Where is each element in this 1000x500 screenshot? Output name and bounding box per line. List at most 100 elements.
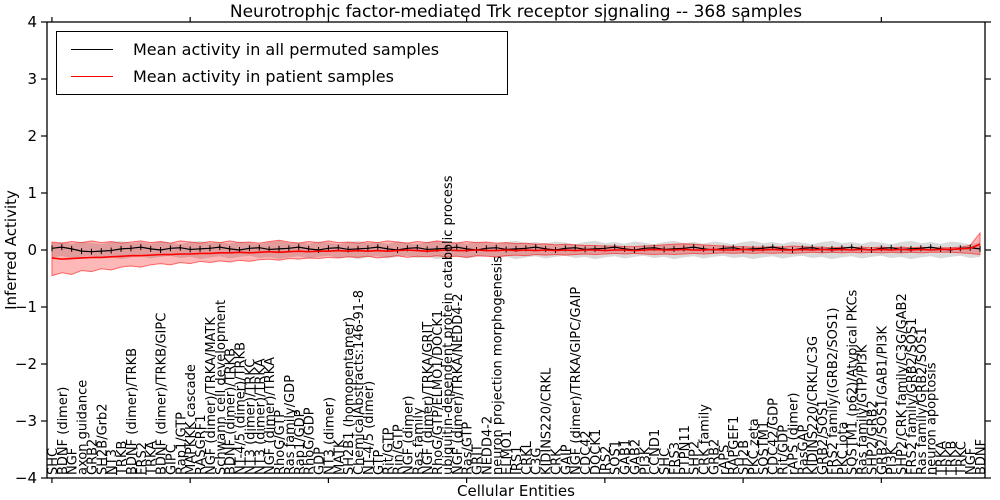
x-tick-label: NGF xyxy=(964,448,979,475)
legend-label-permuted: Mean activity in all permuted samples xyxy=(133,40,440,59)
x-tick-label: DOCK1 xyxy=(589,429,604,475)
y-tick-label: −1 xyxy=(15,298,37,316)
x-tick-label: GRB2 xyxy=(85,439,100,475)
x-tick-label: SHC xyxy=(46,448,61,475)
y-axis-ticks: 4 3 2 1 0 −1 −2 −3 −4 xyxy=(15,13,991,487)
x-tick-label: IRS1 xyxy=(510,446,525,475)
patient-std-band xyxy=(51,231,981,277)
x-tick-label: Ras family/GRB2/SOS1 xyxy=(915,327,930,475)
x-tick-label: NGF (dimer)/TRKA xyxy=(263,357,278,475)
x-tick-label: GRIT xyxy=(471,444,486,475)
x-tick-label: axon guidance xyxy=(76,380,91,475)
x-tick-label: NGF (dimer) xyxy=(401,396,416,475)
x-tick-label: neuron apoptosis xyxy=(925,362,940,475)
x-tick-label: SQSTM1 (p62)/Atypical PKCs xyxy=(846,289,861,475)
x-tick-label: NT3 (dimer)/TRKA xyxy=(253,358,268,475)
x-tick-label: PI3K xyxy=(885,446,900,475)
x-tick-label: ubiquitin-dependent protein catabolic pr… xyxy=(441,175,456,475)
x-tick-label: ChemicalAbstracts:146-91-8 xyxy=(352,290,367,475)
x-tick-label: GRB2/SOS1/GAB1/PI3K xyxy=(875,325,890,475)
x-tick-label: RasGAP xyxy=(796,425,811,475)
x-tick-label: CCND1 xyxy=(648,429,663,475)
x-tick-label: GTP xyxy=(372,449,387,475)
y-axis-title: Inferred Activity xyxy=(2,190,20,310)
x-tick-label: CRK family xyxy=(698,404,713,475)
x-tick-label: NGF (dimer)/TRKA/GIPC/GAIP xyxy=(569,287,584,475)
x-tick-label: SH2B1 (homopentamer) xyxy=(342,317,357,475)
x-tick-label: GAB2 xyxy=(628,439,643,475)
x-tick-label: RhoG/GTP xyxy=(273,410,288,475)
x-tick-label: rAPS (dimer) xyxy=(786,393,801,475)
x-tick-label: FRS3 xyxy=(668,442,683,475)
x-tick-label: PI3K xyxy=(638,446,653,475)
x-tick-label: Rin/GTP xyxy=(392,424,407,475)
legend-entry-patient: Mean activity in patient samples xyxy=(71,67,493,86)
x-tick-label: Rit/GDP xyxy=(777,425,792,475)
x-tick-label: Ras family xyxy=(411,407,426,475)
x-tick-label: PKC zeta xyxy=(747,418,762,475)
legend-entry-permuted: Mean activity in all permuted samples xyxy=(71,40,493,59)
x-tick-label: SHP2 xyxy=(688,441,703,475)
y-tick-label: −4 xyxy=(15,469,37,487)
x-tick-label: NEDD4-2 xyxy=(480,416,495,475)
legend-line-permuted-icon xyxy=(71,49,113,50)
x-tick-label: TRKB xyxy=(944,441,959,476)
chart-title: Neurotrophic factor-mediated Trk recepto… xyxy=(229,2,803,22)
x-tick-label: BDNF (dimer)/TRKB xyxy=(125,348,140,475)
x-tick-label: BDNF (dimer)/TRKB xyxy=(224,348,239,475)
x-tick-label: Ras family/GTP/PI3K xyxy=(856,344,871,475)
x-tick-label: GAIP xyxy=(559,444,574,475)
x-tick-label: SQSTM1 xyxy=(757,421,772,475)
y-tick-label: −2 xyxy=(15,355,37,373)
y-tick-label: 1 xyxy=(27,184,37,202)
legend-label-patient: Mean activity in patient samples xyxy=(133,67,394,86)
legend-box: Mean activity in all permuted samples Me… xyxy=(56,31,508,95)
x-tick-label: NT3 (dimer) xyxy=(322,397,337,475)
x-tick-label: C3G xyxy=(530,448,545,475)
x-tick-label: MAPKKK cascade xyxy=(184,364,199,475)
x-tick-label: Rap1/GTP xyxy=(174,412,189,475)
entity-markers xyxy=(51,244,981,255)
x-tick-label: BDNF (dimer) xyxy=(56,387,71,475)
x-tick-label: NGF (dimer)/TRKA/MATK xyxy=(204,317,219,475)
x-tick-label: GIPC xyxy=(164,444,179,475)
x-axis-ticks xyxy=(51,17,882,483)
y-tick-label: 3 xyxy=(27,70,37,88)
x-tick-label: BDNF (dimer)/TRKB/GIPC xyxy=(155,313,170,475)
x-tick-label: CDC42/GDP xyxy=(767,398,782,475)
patient-mean-line xyxy=(51,243,981,260)
x-tick-label: CDC42 xyxy=(579,430,594,475)
x-tick-label: RhoG/GDP xyxy=(303,407,318,475)
legend-line-patient-icon xyxy=(71,76,113,77)
x-tick-label: PKC iota xyxy=(836,422,851,476)
x-axis-title: Cellular Entities xyxy=(457,482,575,500)
x-tick-label: CRK xyxy=(549,448,564,475)
x-tick-label: SOS1 xyxy=(609,440,624,475)
x-tick-label: TRKA xyxy=(935,441,950,476)
y-tick-label: −3 xyxy=(15,412,37,430)
x-tick-label: GDP xyxy=(313,447,328,475)
x-tick-label: Rap1/GDP xyxy=(293,409,308,475)
x-tick-label: SH2B/Grb2 xyxy=(95,403,110,475)
x-tick-label: ELMO1 xyxy=(500,430,515,475)
x-tick-label: NGF xyxy=(66,448,81,475)
x-tick-label: TRKA xyxy=(145,441,160,476)
x-tick-label: SHP2/CRK family/C3G/GAB2 xyxy=(895,293,910,475)
x-tick-label: PTPN11 xyxy=(678,425,693,475)
x-tick-label: SH2B xyxy=(737,440,752,475)
x-tick-label: TRKB xyxy=(115,441,130,476)
x-tick-label: NT3 xyxy=(105,449,120,475)
y-tick-label: 0 xyxy=(27,241,37,259)
x-tick-label: IRS2 xyxy=(599,446,614,475)
x-tick-label: FRS2 family/GRB2/SOS1 xyxy=(905,318,920,475)
x-tick-label: SHC xyxy=(658,448,673,475)
x-tick-label: FRS2 xyxy=(135,442,150,475)
x-tick-label: MATK xyxy=(332,439,347,475)
x-tick-label: GAB1 xyxy=(619,439,634,475)
x-tick-label: NGF (dimer)/TRKA/NEDD4-2 xyxy=(451,293,466,475)
x-tick-label: RhoG/GTP/ELMO1/DOCK1 xyxy=(431,310,446,475)
x-tick-label: Ras/GTP xyxy=(461,422,476,475)
x-tick-label: TRKC xyxy=(954,441,969,476)
